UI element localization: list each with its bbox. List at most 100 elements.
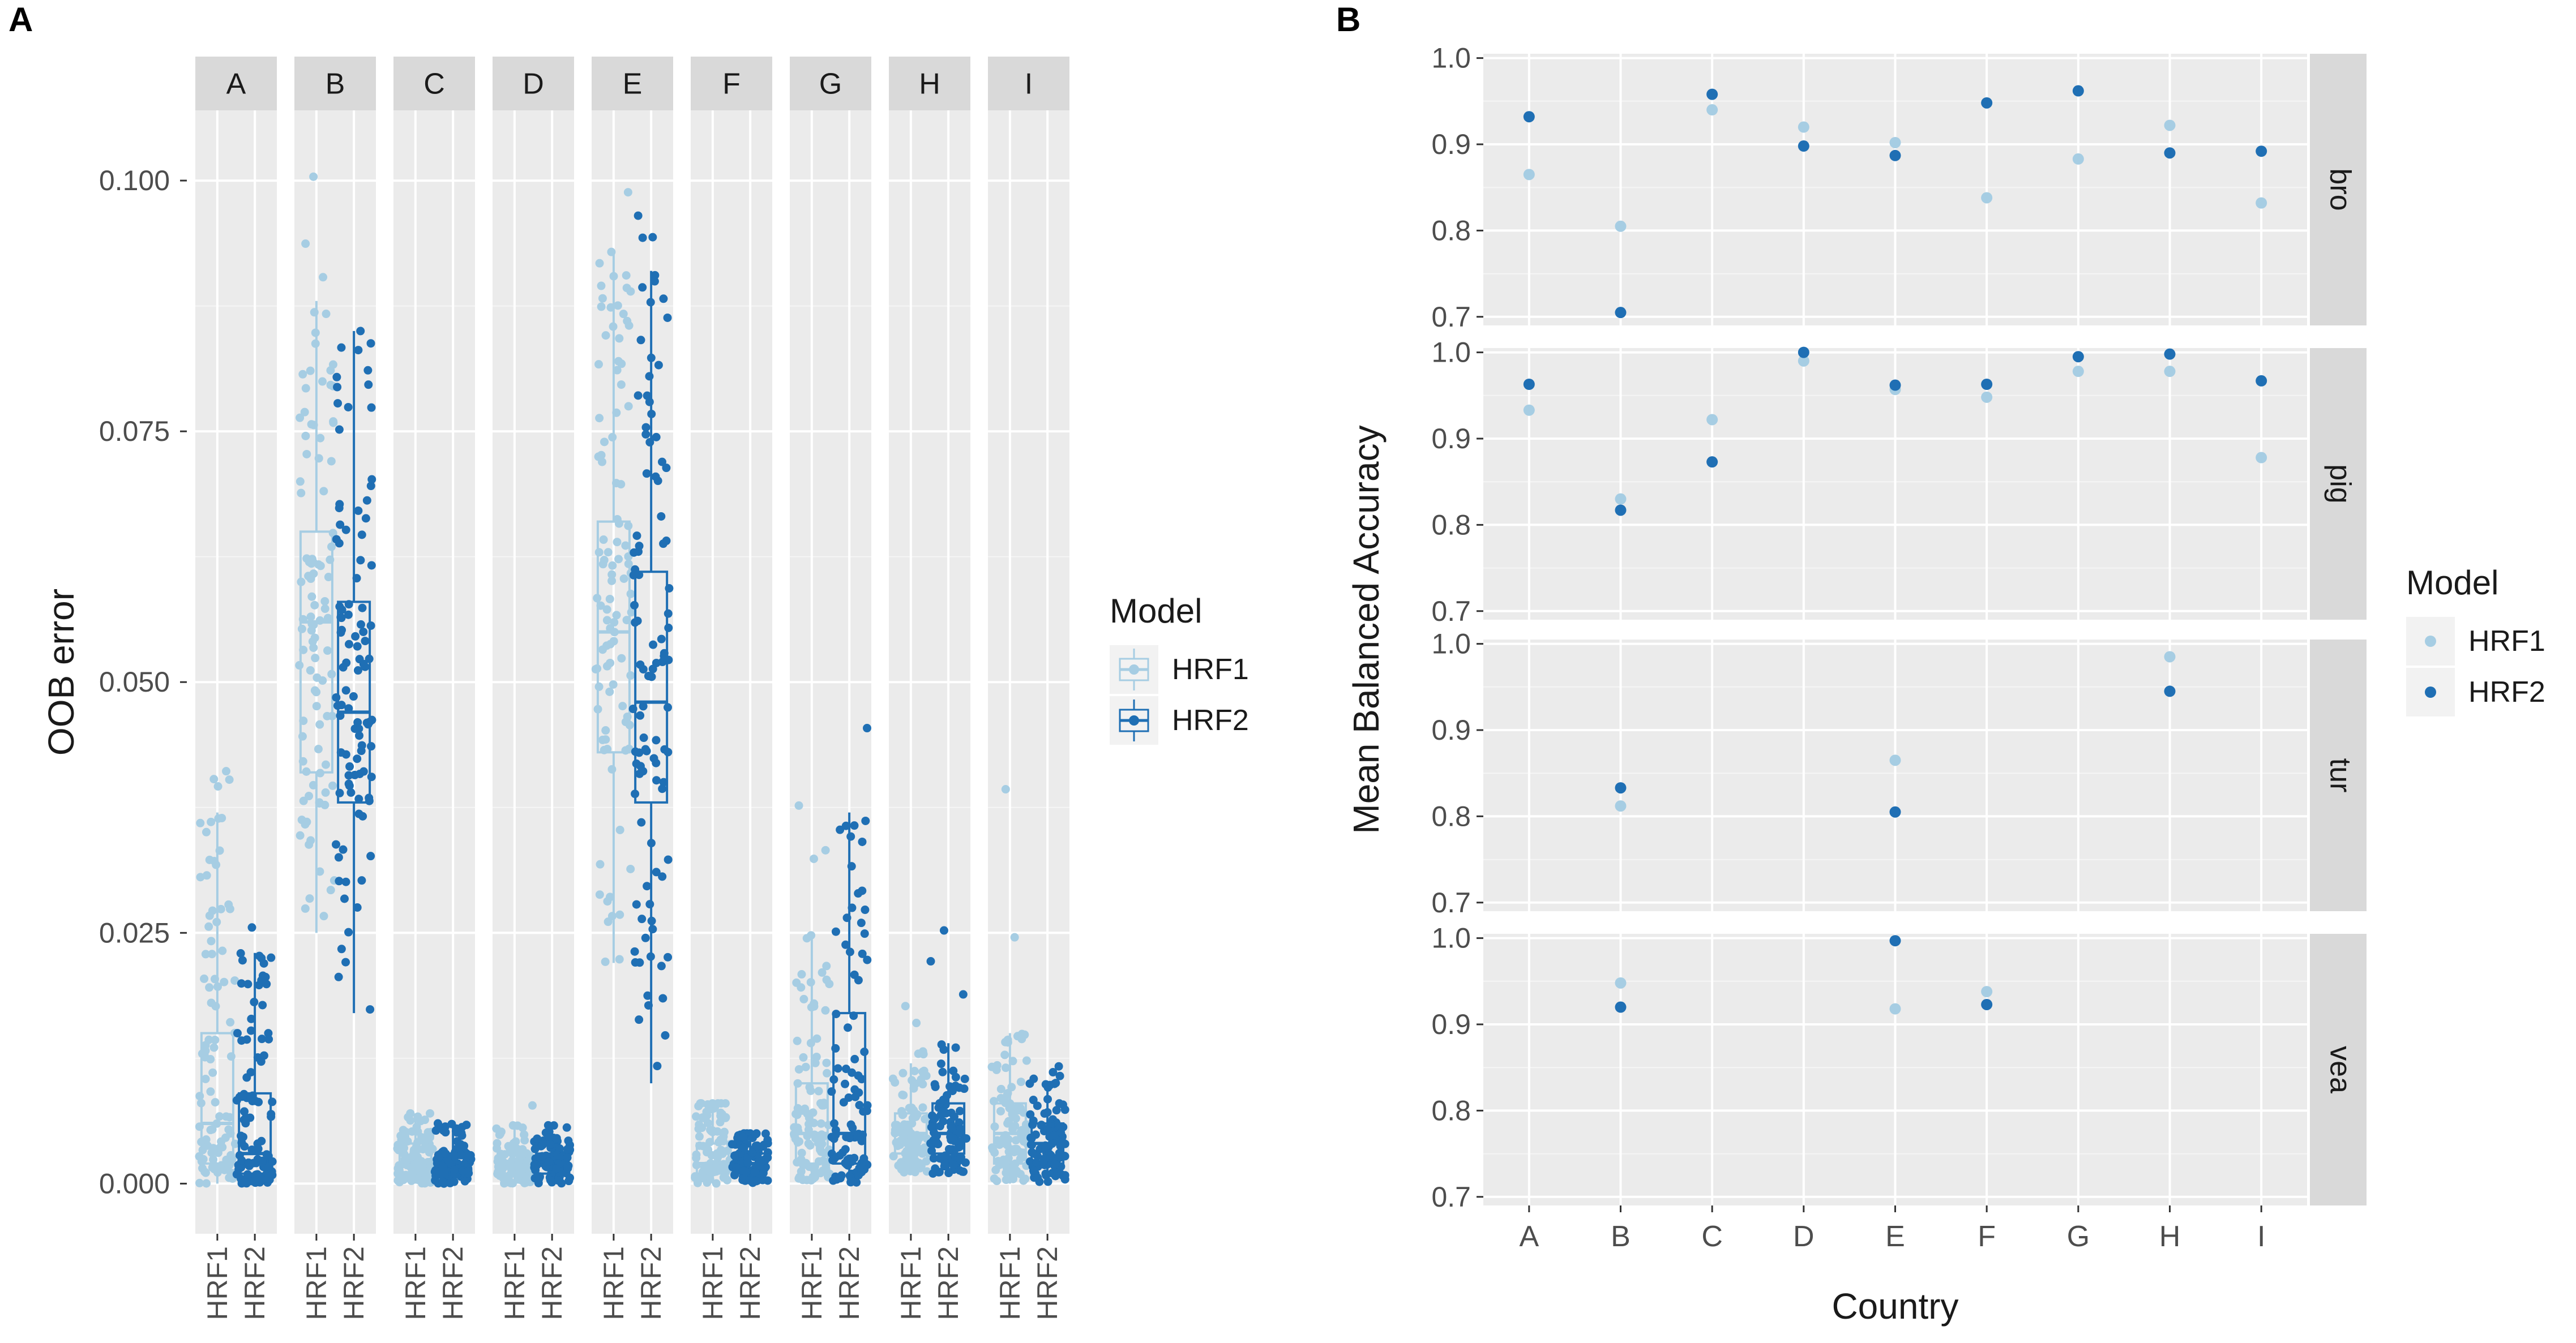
data-point <box>225 775 234 784</box>
data-point <box>629 570 638 580</box>
data-point <box>898 1091 907 1100</box>
data-point <box>298 732 307 741</box>
data-point <box>255 951 264 960</box>
data-point <box>662 464 671 473</box>
point-pig-hrf2-a <box>1523 379 1535 390</box>
data-point <box>922 1071 931 1080</box>
data-point <box>643 882 652 891</box>
y-tick-label: 0.100 <box>99 165 170 196</box>
data-point <box>337 701 346 710</box>
data-point <box>207 950 216 959</box>
data-point <box>297 816 306 825</box>
point-pig-hrf2-g <box>2072 351 2084 363</box>
point-pig-hrf1-d <box>1798 355 1809 367</box>
data-point <box>863 955 872 964</box>
data-point <box>615 910 624 919</box>
data-point <box>645 900 654 909</box>
x-tick-label: HRF1 <box>202 1246 233 1320</box>
data-point <box>319 273 328 282</box>
data-point <box>607 576 617 585</box>
data-point <box>862 724 871 733</box>
data-point <box>990 1122 999 1131</box>
data-point <box>752 1142 761 1151</box>
data-point <box>622 271 631 280</box>
data-point <box>600 437 609 447</box>
data-point <box>1010 933 1019 942</box>
data-point <box>1003 1035 1012 1044</box>
data-point <box>905 1148 914 1157</box>
data-point <box>1052 1106 1061 1115</box>
data-point <box>1033 1101 1042 1110</box>
data-point <box>426 1109 435 1118</box>
data-point <box>299 645 308 654</box>
data-point <box>200 974 209 983</box>
data-point <box>312 702 321 711</box>
data-point <box>728 1140 737 1149</box>
panel-b: B Mean Balanced Accuracy 0.7 0.8 0.9 1.0 bro 0.… <box>1336 1 2545 1327</box>
data-point <box>1003 1134 1012 1143</box>
data-point <box>1001 1063 1010 1072</box>
data-point <box>1012 1103 1021 1112</box>
point-pig-hrf1-b <box>1615 493 1627 505</box>
data-point <box>612 611 621 620</box>
data-point <box>658 872 667 881</box>
data-point <box>716 1135 725 1144</box>
data-point <box>366 339 375 348</box>
data-point <box>721 1173 730 1182</box>
data-point <box>213 782 222 791</box>
data-point <box>226 1018 235 1027</box>
data-point <box>951 1072 960 1082</box>
data-point <box>1050 1160 1059 1169</box>
data-point <box>533 1134 542 1143</box>
data-point <box>301 904 310 913</box>
facet-strip <box>790 57 871 110</box>
data-point <box>1051 1172 1060 1181</box>
data-point <box>500 1150 510 1159</box>
data-point <box>793 1079 802 1088</box>
data-point <box>334 972 343 981</box>
data-point <box>1028 1148 1037 1157</box>
data-point <box>267 953 276 962</box>
data-point <box>639 665 648 674</box>
data-point <box>497 1127 506 1136</box>
data-point <box>1009 1172 1018 1181</box>
data-point <box>609 272 618 281</box>
point-bro-hrf2-a <box>1523 111 1535 123</box>
point-bro-hrf1-d <box>1798 121 1809 133</box>
data-point <box>549 1121 558 1130</box>
data-point <box>743 1159 752 1168</box>
data-point <box>224 1160 233 1169</box>
facet-label-h: H <box>919 68 940 101</box>
data-point <box>949 1160 958 1169</box>
x-tick-label: HRF2 <box>536 1246 568 1320</box>
facet-label-g: G <box>819 68 842 101</box>
data-point <box>660 651 669 660</box>
data-point <box>207 817 216 826</box>
facet-panel <box>493 110 574 1234</box>
data-point <box>538 1140 547 1149</box>
data-point <box>522 1149 531 1158</box>
x-tick-label: HRF1 <box>400 1246 431 1320</box>
data-point <box>809 854 818 863</box>
data-point <box>646 298 655 307</box>
point-bro-hrf2-c <box>1706 88 1718 100</box>
data-point <box>207 998 216 1007</box>
point-tur-hrf2-e <box>1889 806 1901 818</box>
data-point <box>1007 1145 1016 1154</box>
data-point <box>598 560 607 569</box>
data-point <box>302 767 311 776</box>
data-point <box>367 561 376 570</box>
data-point <box>357 530 366 539</box>
data-point <box>845 1134 854 1143</box>
data-point <box>609 680 618 689</box>
data-point <box>423 1131 433 1140</box>
data-point <box>615 334 624 343</box>
facet-strip <box>988 57 1069 110</box>
data-point <box>230 1139 239 1148</box>
data-point <box>334 853 343 862</box>
data-point <box>353 642 362 651</box>
point-bro-hrf1-h <box>2164 119 2176 131</box>
data-point <box>349 692 358 701</box>
data-point <box>416 1117 425 1126</box>
